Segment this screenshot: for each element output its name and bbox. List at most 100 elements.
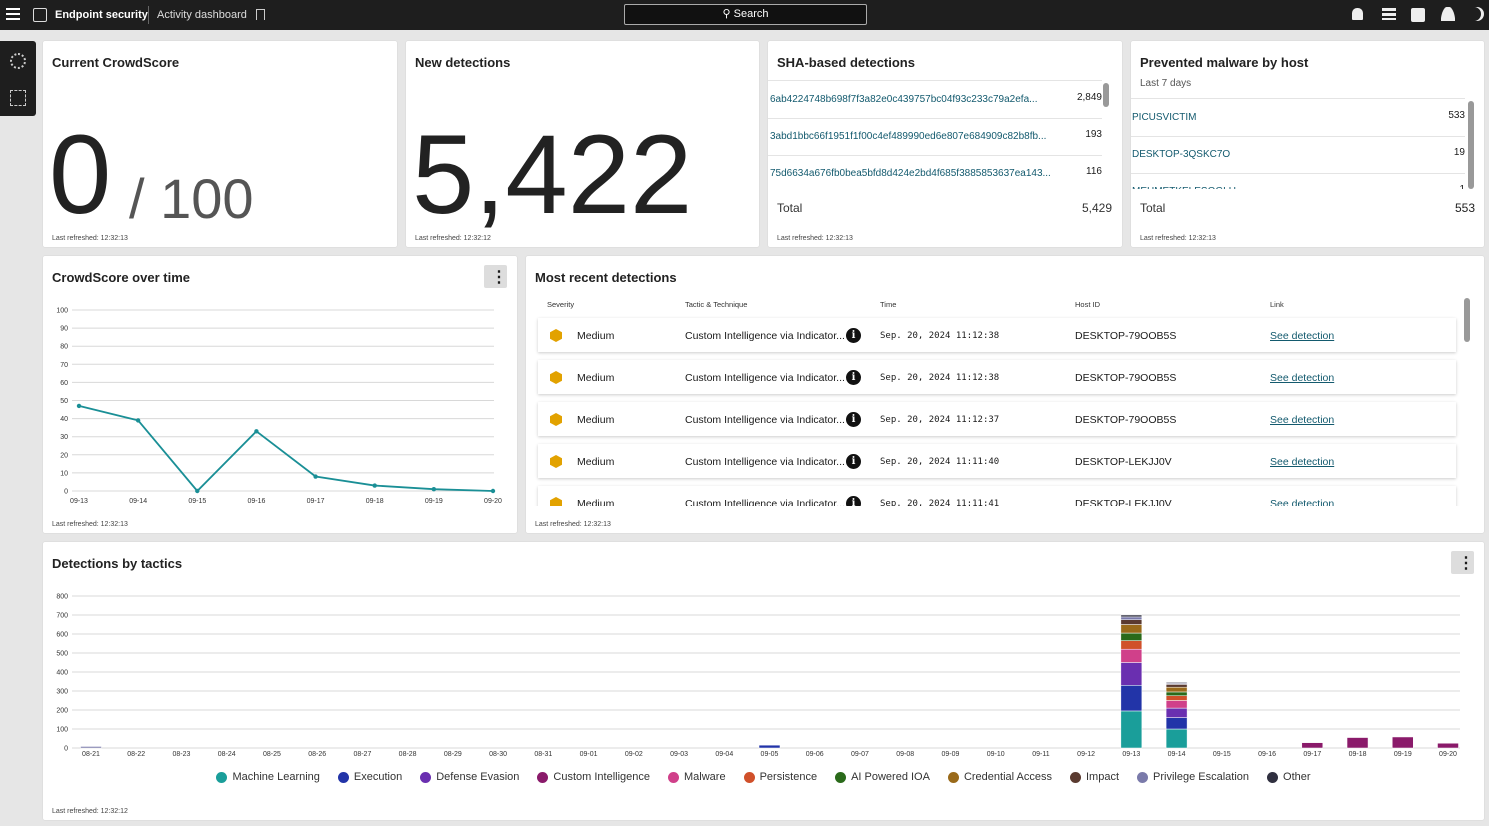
legend-label: Execution	[353, 771, 403, 783]
settings-icon[interactable]	[10, 53, 26, 69]
x-tick-label: 09-01	[580, 751, 598, 758]
x-tick-label: 09-08	[896, 751, 914, 758]
detection-link[interactable]: See detection	[1270, 372, 1335, 384]
legend-item[interactable]: AI Powered IOA	[835, 771, 930, 783]
legend-item[interactable]: Persistence	[743, 771, 817, 783]
legend-item[interactable]: Execution	[337, 771, 403, 783]
detection-row: Medium Custom Intelligence via Indicator.…	[538, 318, 1456, 352]
host-name[interactable]: DESKTOP-3QSKC7O	[1132, 149, 1231, 160]
info-icon[interactable]: i	[846, 328, 861, 343]
bar-segment	[1120, 640, 1143, 650]
tactic: Custom Intelligence via Indicator...	[685, 456, 845, 468]
card-title: CrowdScore over time	[52, 270, 190, 285]
menu-icon[interactable]	[6, 8, 20, 10]
severity-icon	[550, 455, 562, 468]
legend-swatch	[668, 771, 680, 783]
y-tick-label: 80	[60, 344, 68, 351]
time: Sep. 20, 2024 11:11:41	[880, 499, 1000, 506]
legend-item[interactable]: Privilege Escalation	[1137, 771, 1249, 783]
sha-hash[interactable]: 6ab4224748b698f7f3a82e0c439757bc04f93c23…	[770, 94, 1038, 105]
user-icon[interactable]	[1441, 7, 1455, 21]
search-box[interactable]: ⚲ Search	[624, 4, 867, 25]
severity: Medium	[577, 456, 615, 468]
card-title: Most recent detections	[535, 270, 677, 285]
host-count: 19	[1453, 147, 1465, 158]
host-id: DESKTOP-LEKJJ0V	[1075, 456, 1172, 468]
x-tick-label: 09-13	[1122, 751, 1140, 758]
product-name[interactable]: Endpoint security	[55, 9, 148, 21]
refreshed: Last refreshed: 12:32:12	[52, 808, 128, 815]
legend-label: AI Powered IOA	[851, 771, 930, 783]
host-name[interactable]: PICUSVICTIM	[1132, 112, 1197, 123]
host-name[interactable]: MEHMETKELESOGLU	[1132, 186, 1236, 189]
legend-item[interactable]: Credential Access	[947, 771, 1052, 783]
info-icon[interactable]: i	[846, 454, 861, 469]
scrollbar[interactable]	[1464, 298, 1470, 342]
sha-card: SHA-based detections 6ab4224748b698f7f3a…	[768, 41, 1122, 247]
line-point	[372, 483, 377, 488]
x-tick-label: 08-25	[263, 751, 281, 758]
info-icon[interactable]: i	[846, 370, 861, 385]
y-tick-label: 70	[60, 362, 68, 369]
legend-item[interactable]: Malware	[668, 771, 726, 783]
crowdscore-card: Current CrowdScore 0 / 100 Last refreshe…	[43, 41, 397, 247]
notifications-icon[interactable]	[1352, 8, 1363, 20]
x-tick-label: 09-10	[987, 751, 1005, 758]
column-header: Severity	[547, 300, 575, 309]
legend-item[interactable]: Other	[1267, 771, 1311, 783]
column-header: Link	[1270, 300, 1284, 309]
info-icon[interactable]: i	[846, 496, 861, 506]
servers-icon[interactable]	[1382, 8, 1396, 20]
y-tick-label: 300	[56, 689, 68, 696]
legend-label: Custom Intelligence	[553, 771, 651, 783]
refreshed: Last refreshed: 12:32:13	[777, 235, 853, 242]
divider	[148, 6, 149, 24]
code-icon[interactable]	[1411, 8, 1425, 22]
sha-hash[interactable]: 3abd1bbc66f1951f1f00c4ef489990ed6e807e68…	[770, 131, 1047, 142]
tactic: Custom Intelligence via Indicator...	[685, 372, 845, 384]
x-tick-label: 09-11	[1032, 751, 1049, 758]
detection-row: Medium Custom Intelligence via Indicator.…	[538, 444, 1456, 478]
x-tick-label: 08-24	[218, 751, 236, 758]
scrollbar[interactable]	[1468, 101, 1474, 189]
bar-segment	[1346, 737, 1369, 749]
sha-row: 75d6634a676fb0bea5bfd8d424e2bd4f685f3885…	[768, 155, 1102, 192]
menu-button[interactable]	[1451, 551, 1474, 574]
menu-button[interactable]	[484, 265, 507, 288]
x-tick-label: 09-07	[851, 751, 869, 758]
legend-item[interactable]: Impact	[1070, 771, 1119, 783]
legend-label: Malware	[684, 771, 726, 783]
bar-segment	[1437, 743, 1459, 749]
legend-item[interactable]: Machine Learning	[216, 771, 320, 783]
sha-hash[interactable]: 75d6634a676fb0bea5bfd8d424e2bd4f685f3885…	[770, 168, 1051, 179]
expand-icon[interactable]	[10, 90, 26, 106]
theme-icon[interactable]	[1470, 7, 1484, 21]
bookmark-icon[interactable]	[256, 9, 265, 20]
detection-link[interactable]: See detection	[1270, 498, 1335, 506]
sha-count: 2,849	[1076, 92, 1102, 103]
legend-item[interactable]: Custom Intelligence	[537, 771, 650, 783]
detection-link[interactable]: See detection	[1270, 330, 1335, 342]
legend-label: Impact	[1086, 771, 1120, 783]
info-icon[interactable]: i	[846, 412, 861, 427]
legend: Machine Learning Execution Defense Evasion…	[43, 771, 1484, 783]
severity: Medium	[577, 372, 615, 384]
legend-label: Other	[1283, 771, 1311, 783]
scrollbar[interactable]	[1103, 83, 1109, 107]
line-chart: 0 10 20 30 40 50 60 70 80 90 100 09-13 09-14 09-15 09-…	[56, 308, 502, 506]
severity-icon	[550, 329, 562, 342]
detection-row: Medium Custom Intelligence via Indicator.…	[538, 402, 1456, 436]
x-tick-label: 09-15	[188, 498, 206, 505]
detection-link[interactable]: See detection	[1270, 456, 1335, 468]
bar-segment	[1120, 624, 1143, 634]
bar-segment	[1165, 700, 1188, 709]
legend-label: Machine Learning	[232, 771, 320, 783]
legend-item[interactable]: Defense Evasion	[420, 771, 519, 783]
bar-segment	[1165, 728, 1188, 749]
y-tick-label: 500	[56, 651, 68, 658]
y-tick-label: 90	[60, 326, 68, 333]
bar-segment	[1165, 691, 1188, 696]
detection-link[interactable]: See detection	[1270, 414, 1335, 426]
page-name: Activity dashboard	[157, 9, 247, 21]
legend-swatch	[947, 771, 959, 783]
